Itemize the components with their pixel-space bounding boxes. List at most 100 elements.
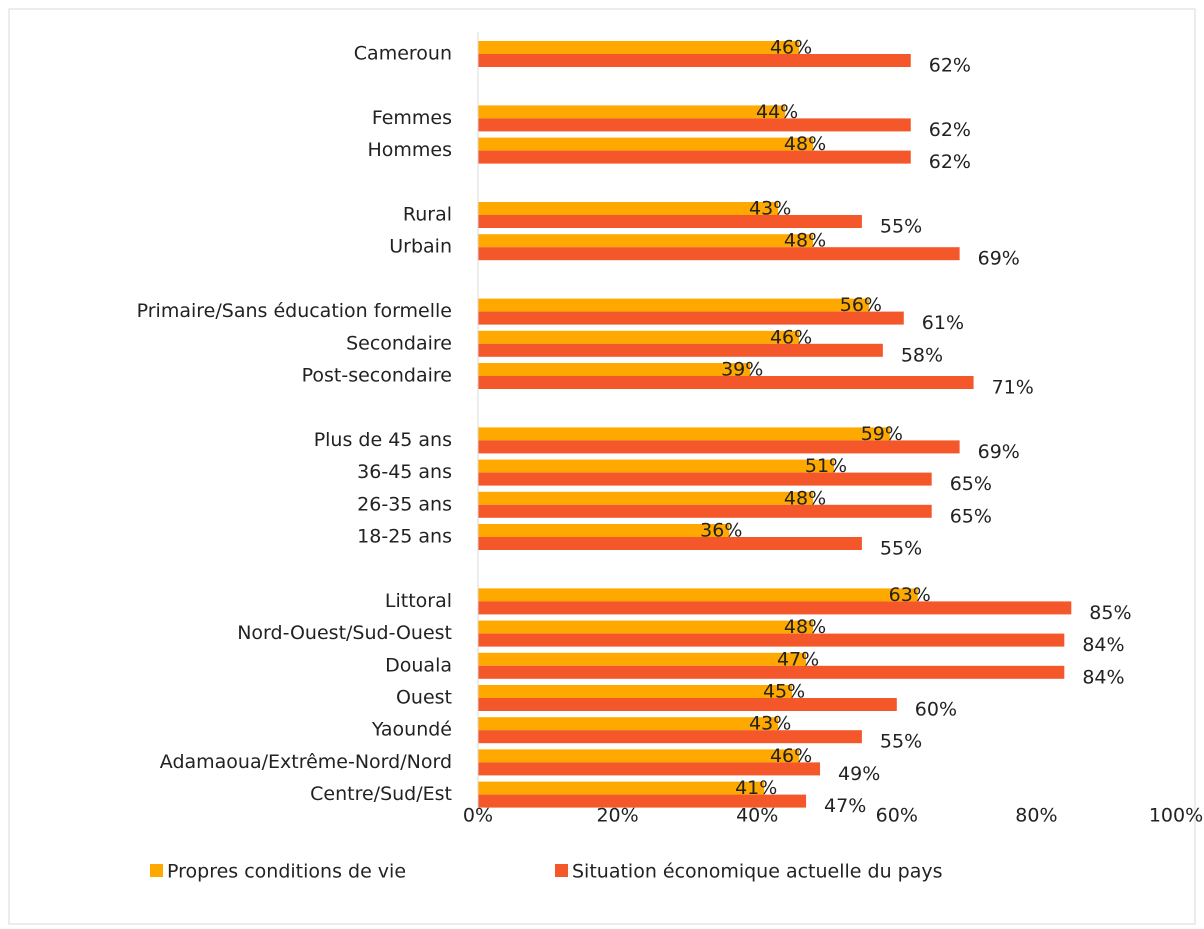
y-tick-label: Secondaire	[346, 332, 452, 354]
value-label: 65%	[950, 473, 992, 495]
value-label: 51%	[805, 455, 847, 477]
value-label: 55%	[880, 538, 922, 560]
bar	[478, 601, 1072, 615]
value-label: 47%	[777, 648, 819, 670]
value-label: 62%	[929, 55, 971, 77]
bar	[478, 588, 918, 602]
y-tick-label: Rural	[403, 204, 452, 226]
bar	[478, 781, 765, 795]
bar	[478, 54, 911, 67]
y-tick-label: Urbain	[389, 236, 452, 258]
value-label: 59%	[861, 423, 903, 445]
bar	[478, 665, 1065, 679]
value-label: 65%	[950, 505, 992, 527]
bar	[478, 202, 779, 215]
y-tick-label: 26-35 ans	[357, 493, 452, 515]
value-label: 44%	[756, 101, 798, 123]
value-label: 85%	[1089, 602, 1131, 624]
value-label: 84%	[1082, 634, 1124, 656]
bar	[478, 427, 890, 441]
x-tick-label: 100%	[1149, 805, 1203, 827]
y-tick-label: Douala	[385, 654, 452, 676]
x-tick-label: 40%	[736, 805, 778, 827]
value-label: 36%	[700, 520, 742, 542]
value-label: 55%	[880, 731, 922, 753]
bar	[478, 717, 779, 731]
value-label: 43%	[749, 198, 791, 220]
value-label: 71%	[992, 377, 1034, 399]
value-label: 46%	[770, 37, 812, 59]
value-label: 62%	[929, 151, 971, 173]
legend-swatch	[555, 864, 568, 877]
value-label: 48%	[784, 487, 826, 509]
value-label: 46%	[770, 745, 812, 767]
bar	[478, 150, 911, 164]
x-tick-label: 20%	[596, 805, 638, 827]
value-label: 48%	[784, 133, 826, 155]
value-label: 49%	[838, 763, 880, 785]
bar	[478, 685, 793, 698]
value-label: 48%	[784, 616, 826, 638]
bar	[478, 698, 897, 711]
y-tick-label: 18-25 ans	[357, 526, 452, 548]
y-tick-label: Primaire/Sans éducation formelle	[137, 300, 452, 322]
y-tick-label: Plus de 45 ans	[314, 429, 452, 451]
bar	[478, 343, 883, 357]
bar	[478, 620, 814, 634]
bar	[478, 215, 862, 228]
bar	[478, 376, 974, 389]
value-label: 45%	[763, 681, 805, 703]
bar	[478, 118, 911, 132]
bar	[478, 762, 821, 776]
bar	[478, 794, 807, 808]
value-label: 61%	[922, 312, 964, 334]
bar	[478, 749, 800, 763]
y-tick-label: Post-secondaire	[302, 365, 452, 387]
bar	[478, 105, 786, 119]
y-tick-label: Hommes	[367, 139, 452, 161]
bar	[478, 504, 932, 518]
bar	[478, 311, 904, 325]
bar	[478, 472, 932, 486]
y-tick-label: 36-45 ans	[357, 461, 452, 483]
value-label: 62%	[929, 119, 971, 141]
legend-label: Propres conditions de vie	[167, 861, 406, 883]
value-label: 63%	[889, 584, 931, 606]
y-tick-label: Cameroun	[354, 43, 452, 65]
bar	[478, 363, 751, 376]
x-tick-label: 80%	[1015, 805, 1057, 827]
y-tick-label: Ouest	[396, 687, 452, 709]
value-label: 84%	[1082, 666, 1124, 688]
value-label: 58%	[901, 344, 943, 366]
value-label: 55%	[880, 216, 922, 238]
value-label: 56%	[840, 294, 882, 316]
bar	[478, 330, 800, 344]
legend-label: Situation économique actuelle du pays	[572, 861, 943, 883]
y-tick-label: Femmes	[372, 107, 452, 129]
y-tick-label: Adamaoua/Extrême-Nord/Nord	[160, 751, 452, 773]
y-tick-label: Nord-Ouest/Sud-Ouest	[237, 622, 452, 644]
value-label: 60%	[915, 699, 957, 721]
bar	[478, 41, 800, 54]
value-label: 69%	[978, 248, 1020, 270]
bar	[478, 524, 730, 537]
bar	[478, 234, 814, 248]
value-label: 41%	[735, 777, 777, 799]
bar	[478, 652, 807, 666]
value-label: 47%	[824, 795, 866, 817]
bar	[478, 137, 814, 151]
y-tick-label: Yaoundé	[371, 719, 452, 741]
bar	[478, 730, 862, 744]
bar	[478, 633, 1065, 647]
x-tick-label: 60%	[876, 805, 918, 827]
value-label: 48%	[784, 230, 826, 252]
bar	[478, 537, 862, 550]
bar	[478, 247, 960, 261]
bar	[478, 440, 960, 454]
value-label: 39%	[721, 359, 763, 381]
value-label: 69%	[978, 441, 1020, 463]
y-tick-label: Littoral	[385, 590, 452, 612]
x-tick-label: 0%	[463, 805, 493, 827]
value-label: 46%	[770, 326, 812, 348]
